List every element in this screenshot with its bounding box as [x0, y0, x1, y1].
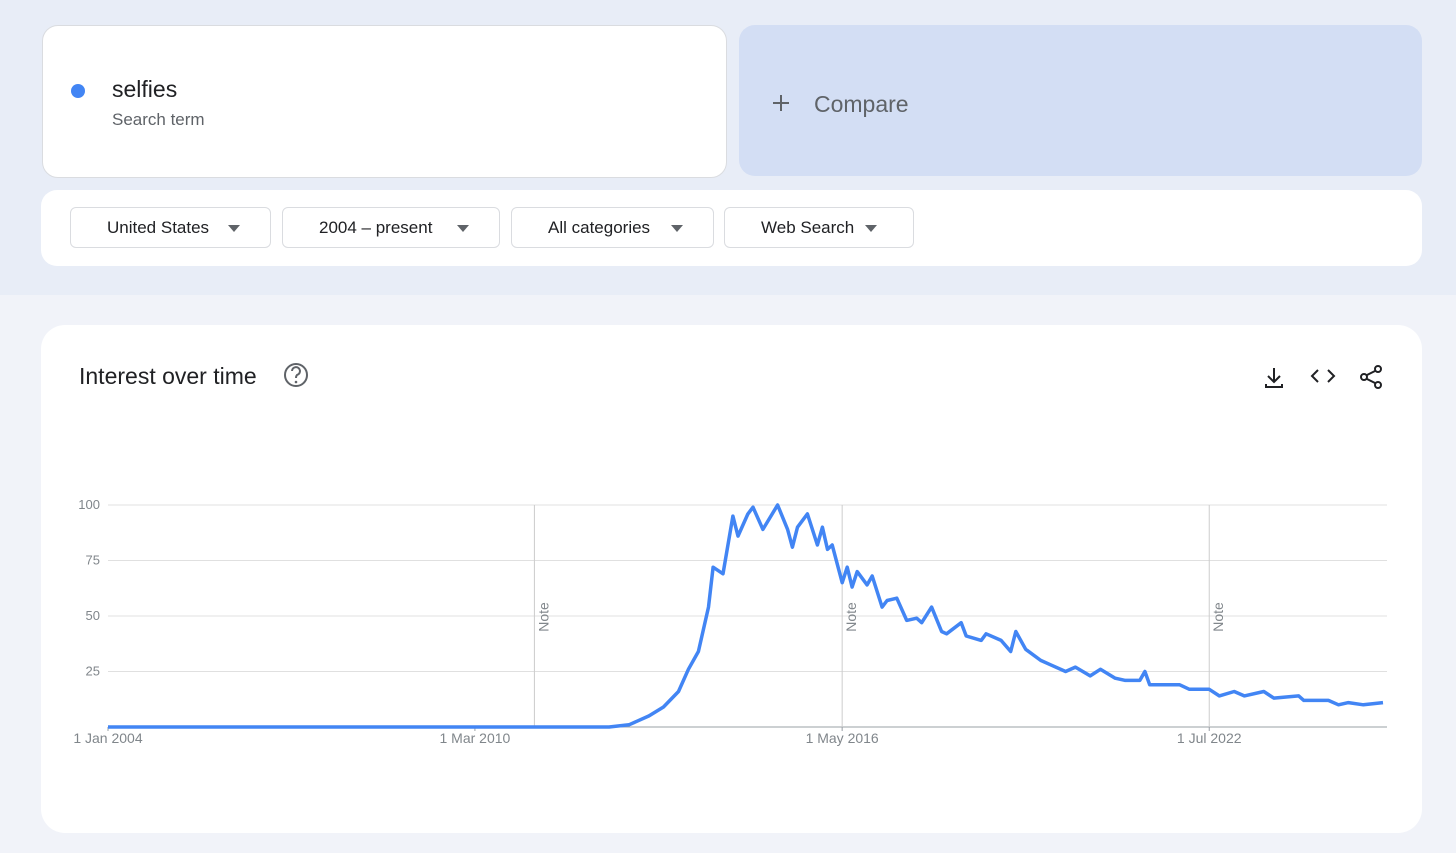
x-tick-label: 1 May 2016	[806, 730, 879, 746]
term-name: selfies	[112, 76, 178, 102]
note-label: Note	[1210, 602, 1226, 632]
filter-bar: United States 2004 – present All categor…	[41, 190, 1422, 266]
share-icon[interactable]	[1360, 365, 1382, 389]
x-tick-label: 1 Mar 2010	[440, 730, 511, 746]
dropdown-arrow	[865, 225, 877, 232]
note-label: Note	[843, 602, 859, 632]
term-dot	[71, 84, 85, 98]
filter-dropdown[interactable]: United States	[70, 207, 271, 248]
trend-line	[108, 503, 1384, 729]
filter-label: 2004 – present	[319, 218, 433, 237]
plus-icon	[773, 95, 789, 111]
embed-icon[interactable]	[1310, 369, 1336, 383]
y-tick-label: 100	[78, 497, 100, 512]
x-tick-label: 1 Jan 2004	[73, 730, 142, 746]
note-label: Note	[535, 602, 551, 632]
help-icon[interactable]	[284, 363, 308, 387]
compare-button[interactable]: Compare	[739, 25, 1422, 176]
y-tick-label: 75	[86, 553, 100, 568]
dropdown-arrow	[457, 225, 469, 232]
filter-label: United States	[107, 218, 210, 237]
y-tick-label: 25	[86, 664, 100, 679]
compare-label: Compare	[814, 91, 909, 117]
filter-label: Web Search	[761, 218, 855, 237]
y-tick-label: 50	[86, 608, 100, 623]
dropdown-arrow	[671, 225, 683, 232]
widget-title: Interest over time	[79, 363, 257, 389]
filter-dropdown[interactable]: 2004 – present	[282, 207, 500, 248]
search-term-card: selfies Search term	[42, 25, 727, 178]
term-label: Search term	[112, 110, 205, 129]
filter-dropdown[interactable]: Web Search	[724, 207, 914, 248]
chart-card: Interest over time	[41, 325, 1422, 833]
download-icon[interactable]	[1265, 368, 1283, 388]
filter-dropdown[interactable]: All categories	[511, 207, 714, 248]
filter-label: All categories	[548, 218, 651, 237]
dropdown-arrow	[228, 225, 240, 232]
x-tick-label: 1 Jul 2022	[1177, 730, 1242, 746]
